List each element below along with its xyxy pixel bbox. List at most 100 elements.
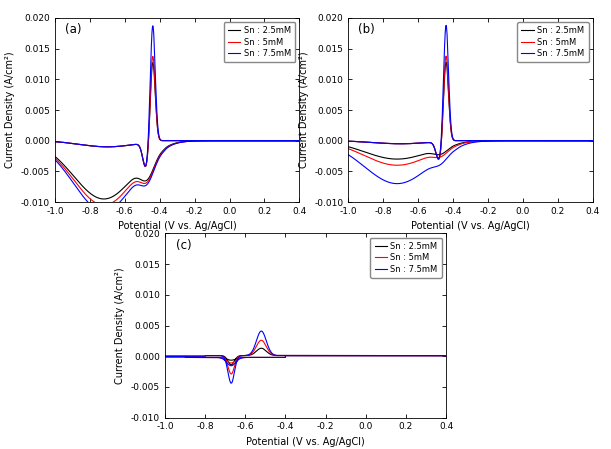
- Sn : 5mM: (-0.131, -1.87e-91): 5mM: (-0.131, -1.87e-91): [496, 138, 503, 143]
- Sn : 7.5mM: (-0.52, 0.0041): 7.5mM: (-0.52, 0.0041): [258, 328, 265, 334]
- Y-axis label: Current Density (A/cm²): Current Density (A/cm²): [5, 52, 15, 168]
- Sn : 2.5mM: (0.368, 0): 2.5mM: (0.368, 0): [584, 138, 591, 143]
- Line: Sn : 2.5mM: Sn : 2.5mM: [55, 62, 299, 199]
- Sn : 2.5mM: (-0.823, 0): 2.5mM: (-0.823, 0): [197, 353, 204, 359]
- Sn : 5mM: (-0.129, 0.0001): 5mM: (-0.129, 0.0001): [336, 353, 343, 358]
- Sn : 2.5mM: (0.367, 0): 2.5mM: (0.367, 0): [290, 138, 297, 143]
- Sn : 7.5mM: (-0.823, -0.000369): 7.5mM: (-0.823, -0.000369): [376, 140, 383, 145]
- Sn : 2.5mM: (-0.947, -0.00143): 2.5mM: (-0.947, -0.00143): [354, 147, 361, 152]
- Sn : 5mM: (-0.947, -0.0001): 5mM: (-0.947, -0.0001): [172, 354, 179, 360]
- Line: Sn : 5mM: Sn : 5mM: [165, 340, 446, 374]
- X-axis label: Potential (V vs. Ag/AgCl): Potential (V vs. Ag/AgCl): [411, 221, 530, 232]
- Sn : 5mM: (-0.439, 0.0138): 5mM: (-0.439, 0.0138): [442, 53, 450, 59]
- Sn : 7.5mM: (-1, -8.26e-05): 7.5mM: (-1, -8.26e-05): [345, 138, 352, 144]
- Sn : 5mM: (0.367, 0): 5mM: (0.367, 0): [583, 138, 590, 143]
- Sn : 7.5mM: (-0.823, 0): 7.5mM: (-0.823, 0): [197, 353, 204, 359]
- Sn : 2.5mM: (-0.499, -0.0002): 2.5mM: (-0.499, -0.0002): [262, 355, 269, 360]
- Sn : 5mM: (-0.52, 0.0026): 5mM: (-0.52, 0.0026): [258, 338, 265, 343]
- Legend: Sn : 2.5mM, Sn : 5mM, Sn : 7.5mM: Sn : 2.5mM, Sn : 5mM, Sn : 7.5mM: [517, 22, 588, 62]
- Sn : 7.5mM: (-0.129, 0.0001): 7.5mM: (-0.129, 0.0001): [336, 353, 343, 358]
- Sn : 2.5mM: (-0.947, -0.00401): 2.5mM: (-0.947, -0.00401): [60, 163, 68, 168]
- Sn : 2.5mM: (-0.72, -0.0095): 2.5mM: (-0.72, -0.0095): [100, 196, 108, 202]
- Sn : 5mM: (0.269, -1.35e-10): 5mM: (0.269, -1.35e-10): [566, 138, 573, 143]
- Line: Sn : 2.5mM: Sn : 2.5mM: [165, 348, 446, 365]
- Sn : 5mM: (-0.823, -0.000739): 5mM: (-0.823, -0.000739): [82, 142, 90, 148]
- Sn : 2.5mM: (-0.947, -0.0001): 2.5mM: (-0.947, -0.0001): [172, 354, 179, 360]
- Sn : 7.5mM: (0.367, 0): 7.5mM: (0.367, 0): [290, 138, 297, 143]
- Legend: Sn : 2.5mM, Sn : 5mM, Sn : 7.5mM: Sn : 2.5mM, Sn : 5mM, Sn : 7.5mM: [224, 22, 295, 62]
- Sn : 7.5mM: (0.267, 0.0001): 7.5mM: (0.267, 0.0001): [415, 353, 423, 358]
- Sn : 7.5mM: (-0.72, -0.007): 7.5mM: (-0.72, -0.007): [393, 181, 401, 186]
- Sn : 2.5mM: (-0.499, -0.00225): 2.5mM: (-0.499, -0.00225): [432, 152, 439, 157]
- Sn : 5mM: (-0.439, 0.0137): 5mM: (-0.439, 0.0137): [149, 54, 156, 59]
- X-axis label: Potential (V vs. Ag/AgCl): Potential (V vs. Ag/AgCl): [246, 437, 365, 447]
- Sn : 5mM: (-1, -0.000165): 5mM: (-1, -0.000165): [51, 139, 59, 145]
- Sn : 7.5mM: (-0.497, -0.00737): 7.5mM: (-0.497, -0.00737): [139, 183, 147, 189]
- Sn : 7.5mM: (-0.439, 0.0188): 7.5mM: (-0.439, 0.0188): [442, 23, 450, 28]
- Sn : 5mM: (-0.499, -0.0002): 5mM: (-0.499, -0.0002): [262, 355, 269, 360]
- Sn : 2.5mM: (-0.497, -0.0065): 2.5mM: (-0.497, -0.0065): [139, 178, 147, 183]
- Sn : 7.5mM: (-1, -0.00228): 7.5mM: (-1, -0.00228): [345, 152, 352, 158]
- Sn : 7.5mM: (-0.499, -0.0002): 7.5mM: (-0.499, -0.0002): [262, 355, 269, 360]
- Sn : 2.5mM: (-0.823, -0.000739): 2.5mM: (-0.823, -0.000739): [82, 142, 90, 148]
- Sn : 5mM: (-0.497, -0.00694): 5mM: (-0.497, -0.00694): [139, 180, 147, 186]
- Sn : 2.5mM: (-1, -0.0001): 2.5mM: (-1, -0.0001): [161, 354, 169, 360]
- Line: Sn : 7.5mM: Sn : 7.5mM: [55, 26, 299, 211]
- Sn : 2.5mM: (-1, -0.00257): 2.5mM: (-1, -0.00257): [51, 154, 59, 159]
- Sn : 5mM: (-0.72, -0.0105): 5mM: (-0.72, -0.0105): [100, 202, 108, 208]
- Sn : 2.5mM: (-0.439, 0.0127): 2.5mM: (-0.439, 0.0127): [149, 60, 156, 65]
- Sn : 2.5mM: (-0.52, 0.0013): 2.5mM: (-0.52, 0.0013): [258, 346, 265, 351]
- Sn : 7.5mM: (-0.947, -0.00334): 7.5mM: (-0.947, -0.00334): [354, 158, 361, 164]
- Line: Sn : 5mM: Sn : 5mM: [348, 56, 593, 165]
- Sn : 7.5mM: (0.367, 0): 7.5mM: (0.367, 0): [583, 138, 590, 143]
- Sn : 2.5mM: (-0.483, -0.00302): 2.5mM: (-0.483, -0.00302): [435, 157, 442, 162]
- Sn : 5mM: (0.367, 0): 5mM: (0.367, 0): [290, 138, 297, 143]
- Sn : 2.5mM: (0.269, -3.13e-11): 2.5mM: (0.269, -3.13e-11): [273, 138, 280, 143]
- Sn : 5mM: (0.368, 0.0001): 5mM: (0.368, 0.0001): [436, 353, 444, 358]
- Sn : 2.5mM: (-1, 0): 2.5mM: (-1, 0): [161, 353, 169, 359]
- Sn : 7.5mM: (-0.947, -0.0001): 7.5mM: (-0.947, -0.0001): [172, 354, 179, 360]
- Sn : 5mM: (-0.823, 0): 5mM: (-0.823, 0): [197, 353, 204, 359]
- Sn : 7.5mM: (-0.497, -0.00423): 7.5mM: (-0.497, -0.00423): [433, 164, 440, 169]
- Sn : 5mM: (-0.823, -0.000369): 5mM: (-0.823, -0.000369): [376, 140, 383, 145]
- Sn : 2.5mM: (-1, -0.000979): 2.5mM: (-1, -0.000979): [345, 144, 352, 150]
- Sn : 5mM: (-0.497, -0.00275): 5mM: (-0.497, -0.00275): [433, 155, 440, 160]
- Sn : 7.5mM: (-0.823, -0.000739): 7.5mM: (-0.823, -0.000739): [82, 142, 90, 148]
- Sn : 5mM: (-1, -8.26e-05): 5mM: (-1, -8.26e-05): [345, 138, 352, 144]
- Sn : 2.5mM: (-1, -0.000165): 2.5mM: (-1, -0.000165): [51, 139, 59, 145]
- Sn : 7.5mM: (-0.947, -0.00486): 7.5mM: (-0.947, -0.00486): [60, 168, 68, 173]
- Sn : 5mM: (-0.947, -0.00443): 5mM: (-0.947, -0.00443): [60, 165, 68, 171]
- Text: (b): (b): [358, 23, 375, 36]
- Sn : 7.5mM: (-0.439, 0.0187): 7.5mM: (-0.439, 0.0187): [149, 23, 156, 28]
- Sn : 7.5mM: (-0.131, -1.87e-91): 7.5mM: (-0.131, -1.87e-91): [496, 138, 503, 143]
- Sn : 7.5mM: (-0.72, -0.0115): 7.5mM: (-0.72, -0.0115): [100, 208, 108, 214]
- Sn : 5mM: (-1, -0.0001): 5mM: (-1, -0.0001): [161, 354, 169, 360]
- Sn : 2.5mM: (-0.131, -2.49e-91): 2.5mM: (-0.131, -2.49e-91): [203, 138, 210, 143]
- Sn : 2.5mM: (0.368, 0.0001): 2.5mM: (0.368, 0.0001): [436, 353, 444, 358]
- Sn : 5mM: (-0.131, -2.49e-91): 5mM: (-0.131, -2.49e-91): [203, 138, 210, 143]
- Line: Sn : 7.5mM: Sn : 7.5mM: [165, 331, 446, 383]
- Line: Sn : 7.5mM: Sn : 7.5mM: [348, 26, 593, 184]
- Legend: Sn : 2.5mM, Sn : 5mM, Sn : 7.5mM: Sn : 2.5mM, Sn : 5mM, Sn : 7.5mM: [370, 238, 442, 278]
- Text: (a): (a): [65, 23, 81, 36]
- Sn : 2.5mM: (-0.823, -0.000369): 2.5mM: (-0.823, -0.000369): [376, 140, 383, 145]
- Sn : 5mM: (-1, -0.00131): 5mM: (-1, -0.00131): [345, 146, 352, 151]
- Sn : 7.5mM: (0.368, 0.0001): 7.5mM: (0.368, 0.0001): [436, 353, 444, 358]
- Line: Sn : 5mM: Sn : 5mM: [55, 57, 299, 205]
- Sn : 7.5mM: (-1, -0.00311): 7.5mM: (-1, -0.00311): [51, 157, 59, 163]
- X-axis label: Potential (V vs. Ag/AgCl): Potential (V vs. Ag/AgCl): [118, 221, 236, 232]
- Sn : 2.5mM: (-0.129, -2.42e-92): 2.5mM: (-0.129, -2.42e-92): [497, 138, 504, 143]
- Sn : 5mM: (-1, 0): 5mM: (-1, 0): [161, 353, 169, 359]
- Sn : 5mM: (-0.947, -0.00191): 5mM: (-0.947, -0.00191): [354, 150, 361, 155]
- Sn : 7.5mM: (-1, -0.000165): 7.5mM: (-1, -0.000165): [51, 139, 59, 145]
- Text: (c): (c): [176, 239, 192, 252]
- Sn : 7.5mM: (0.269, -2.36e-10): 7.5mM: (0.269, -2.36e-10): [566, 138, 573, 143]
- Sn : 7.5mM: (-1, -0.0001): 7.5mM: (-1, -0.0001): [161, 354, 169, 360]
- Y-axis label: Current Density (A/cm²): Current Density (A/cm²): [299, 52, 309, 168]
- Sn : 7.5mM: (-0.131, -2.49e-91): 7.5mM: (-0.131, -2.49e-91): [203, 138, 210, 143]
- Sn : 2.5mM: (0.267, -1.07e-10): 2.5mM: (0.267, -1.07e-10): [566, 138, 573, 143]
- Sn : 2.5mM: (-0.671, -0.0014): 2.5mM: (-0.671, -0.0014): [227, 362, 235, 367]
- Sn : 2.5mM: (-0.439, 0.0128): 2.5mM: (-0.439, 0.0128): [442, 59, 450, 65]
- Sn : 2.5mM: (-1, -8.26e-05): 2.5mM: (-1, -8.26e-05): [345, 138, 352, 144]
- Sn : 5mM: (-1, -0.00284): 5mM: (-1, -0.00284): [51, 155, 59, 161]
